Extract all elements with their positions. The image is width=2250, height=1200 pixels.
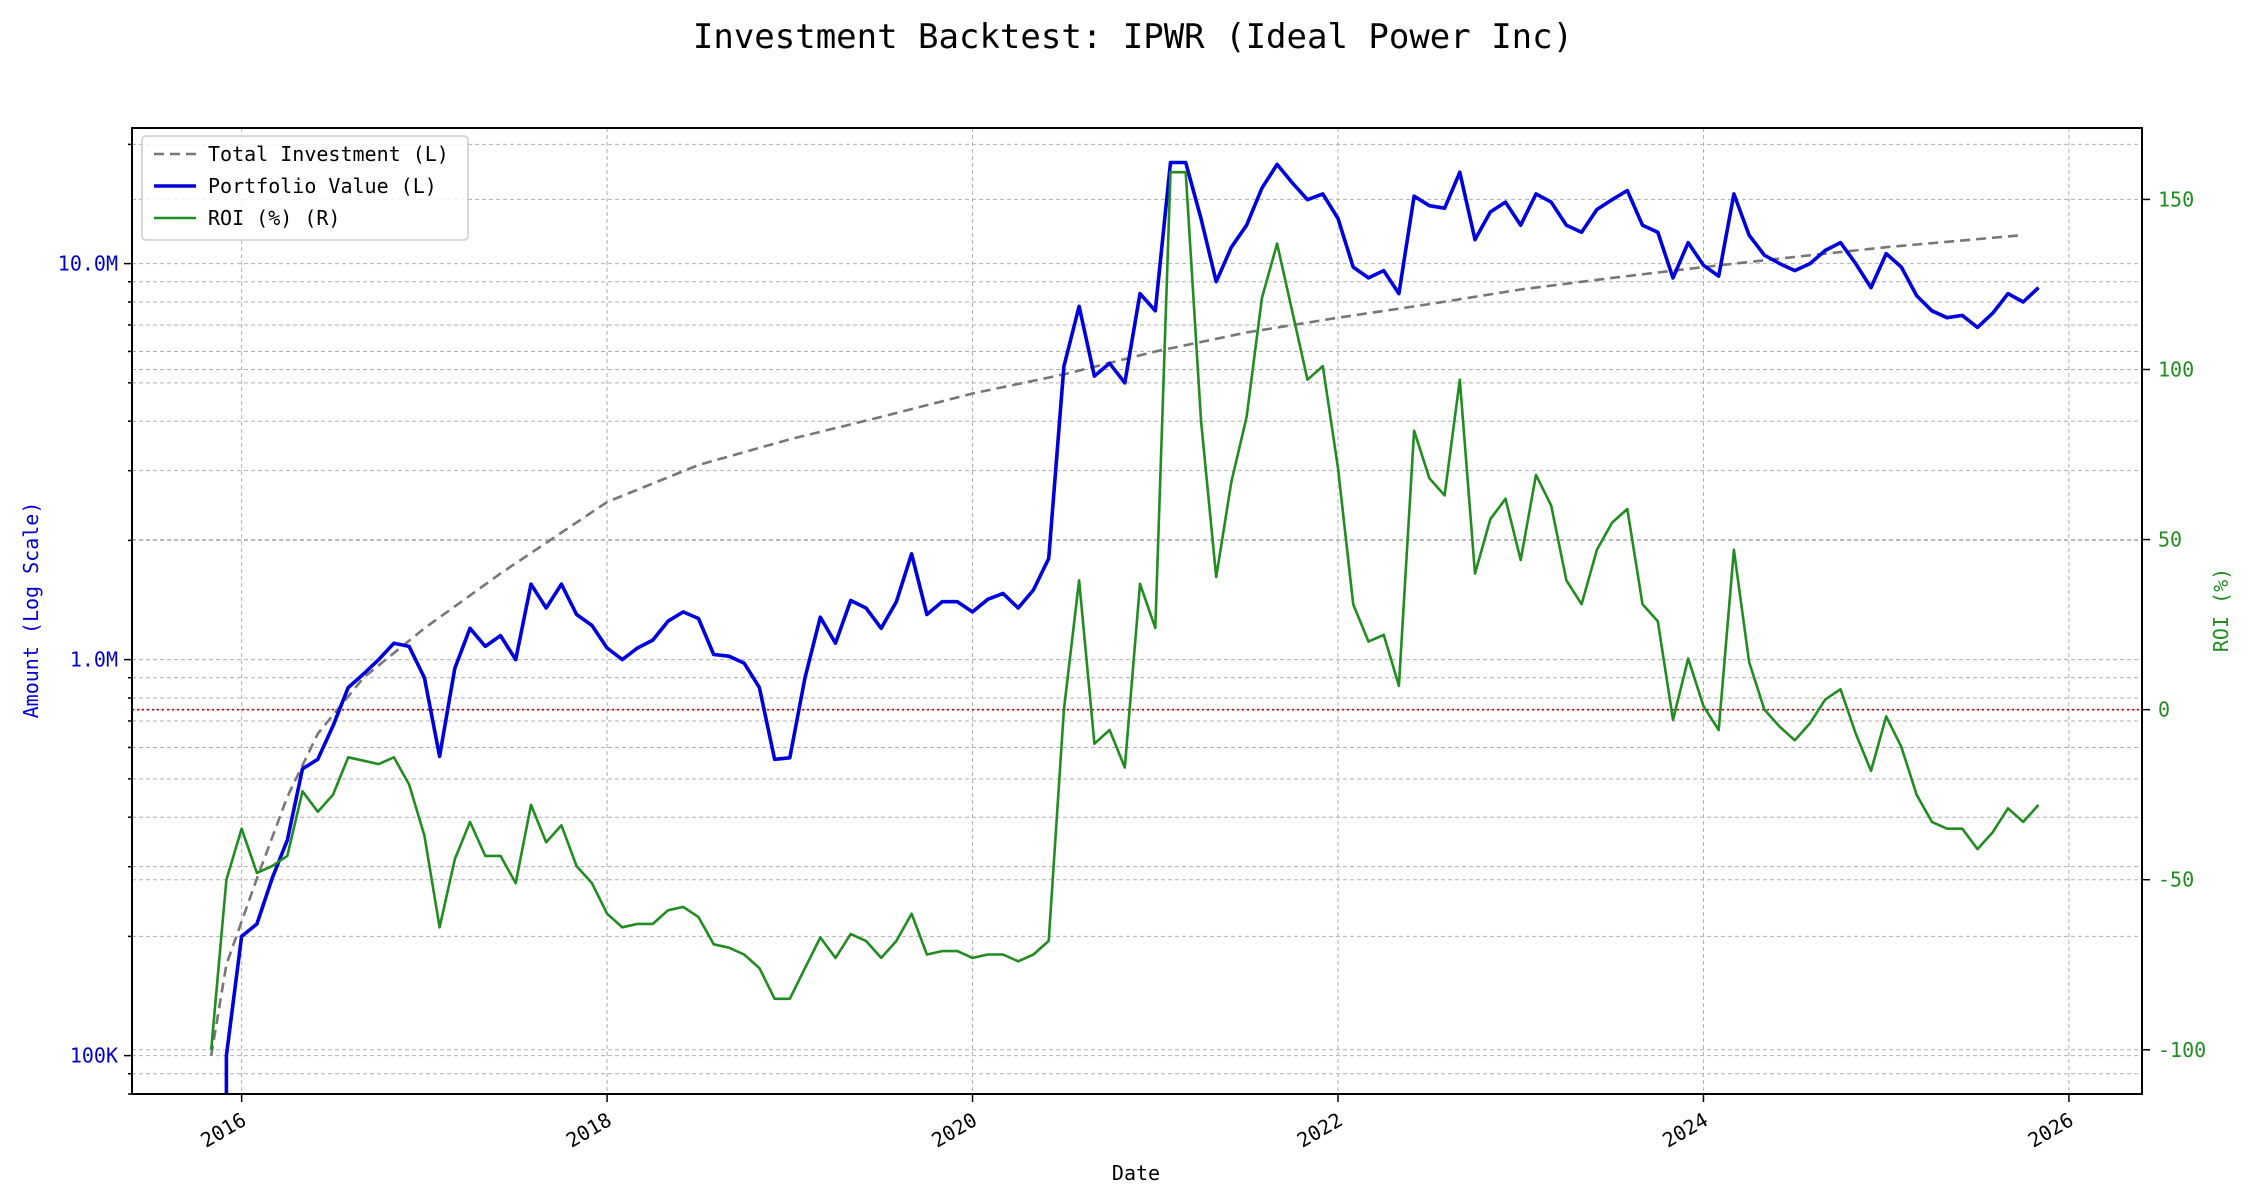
x-tick-label: 2022 bbox=[1293, 1108, 1347, 1153]
left-tick-label: 1.0M bbox=[70, 648, 118, 672]
x-tick-label: 2018 bbox=[562, 1108, 616, 1153]
legend-label-0: Total Investment (L) bbox=[208, 142, 449, 166]
series-line-1 bbox=[224, 160, 2040, 1094]
x-tick-label: 2016 bbox=[196, 1108, 250, 1153]
legend-box bbox=[141, 135, 469, 241]
series-line-0 bbox=[209, 233, 2024, 1056]
left-tick-label: 100K bbox=[70, 1044, 118, 1068]
grid bbox=[132, 128, 2142, 1095]
right-axis-label: ROI (%) bbox=[2209, 568, 2233, 652]
right-tick-label: 150 bbox=[2158, 187, 2194, 211]
legend-label-2: ROI (%) (R) bbox=[208, 206, 340, 230]
right-tick-label: 100 bbox=[2158, 358, 2194, 382]
x-axis: 2016 2018 2020 2022 2024 2026 bbox=[196, 1094, 2077, 1152]
x-tick-label: 2020 bbox=[927, 1108, 981, 1153]
left-axis: 100K 1.0M 10.0M bbox=[58, 143, 132, 1095]
right-tick-label: -100 bbox=[2158, 1038, 2206, 1062]
right-axis: -100 -50 0 50 100 150 bbox=[2142, 187, 2206, 1062]
x-tick-label: 2024 bbox=[1658, 1108, 1712, 1153]
x-axis-label: Date bbox=[1112, 1161, 1160, 1185]
legend-label-1: Portfolio Value (L) bbox=[208, 174, 437, 198]
legend: Total Investment (L) Portfolio Value (L) R… bbox=[141, 135, 469, 241]
chart-title: Investment Backtest: IPWR (Ideal Power I… bbox=[693, 17, 1573, 57]
left-tick-label: 10.0M bbox=[58, 252, 118, 276]
series-lines bbox=[209, 160, 2040, 1094]
right-tick-label: 0 bbox=[2158, 698, 2170, 722]
x-tick-label: 2026 bbox=[2024, 1108, 2078, 1153]
series-line-2 bbox=[209, 170, 2040, 1050]
right-tick-label: 50 bbox=[2158, 528, 2182, 552]
left-axis-label: Amount (Log Scale) bbox=[19, 502, 43, 719]
right-tick-label: -50 bbox=[2158, 868, 2194, 892]
plot-frame bbox=[131, 127, 2143, 1095]
